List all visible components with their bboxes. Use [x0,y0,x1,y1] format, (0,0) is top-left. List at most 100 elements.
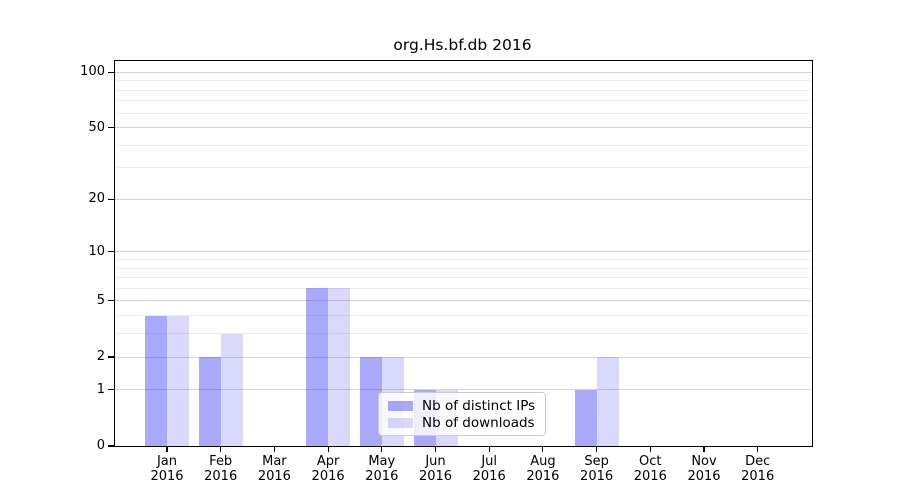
legend-item-downloads: Nb of downloads [388,414,535,431]
x-tick-label: Oct 2016 [615,454,685,484]
x-tick-label: Jul 2016 [454,454,524,484]
y-axis-tick [108,126,114,129]
minor-gridline [115,112,812,114]
bar-downloads [596,357,619,446]
x-tick-month: Aug [530,454,556,469]
x-axis-tick [220,447,222,452]
y-axis-tick [108,356,114,358]
y-axis-tick [108,251,114,253]
x-tick-year: 2016 [472,469,506,484]
minor-gridline [115,144,812,146]
minor-gridline [115,80,812,82]
x-tick-year: 2016 [580,469,614,484]
bar-distinct-ips [574,389,597,446]
x-tick-month: Jul [481,454,498,469]
x-tick-month: Feb [209,454,233,469]
x-tick-label: Aug 2016 [508,454,578,484]
minor-gridline [115,89,812,91]
minor-gridline [115,259,812,260]
bar-downloads [220,333,243,446]
x-tick-month: Jun [425,454,446,469]
x-tick-label: May 2016 [347,454,417,484]
y-tick-label: 2 [96,349,105,365]
y-axis-tick [108,300,114,302]
x-tick-label: Sep 2016 [562,454,632,484]
x-axis-tick [703,447,705,452]
x-tick-year: 2016 [418,469,453,484]
bar-distinct-ips [306,288,329,446]
major-gridline [115,71,812,73]
legend: Nb of distinct IPs Nb of downloads [378,392,547,436]
x-tick-month: Sep [584,454,609,469]
x-tick-label: Jan 2016 [132,454,202,484]
y-tick-label: 100 [80,64,105,80]
x-axis-tick [542,447,544,452]
bar-downloads [167,315,189,446]
y-tick-label: 5 [96,292,105,308]
x-axis-tick [327,447,329,452]
y-tick-label: 1 [96,381,105,397]
minor-gridline [115,287,812,289]
x-axis-tick [381,447,383,452]
x-tick-year: 2016 [257,469,291,484]
major-gridline [115,356,812,358]
x-tick-year: 2016 [150,469,184,484]
minor-gridline [115,333,812,335]
minor-gridline [115,267,812,269]
legend-swatch-distinct-ips [388,400,413,411]
x-axis-tick [166,447,168,452]
x-tick-month: Jan [156,454,178,469]
y-axis-tick [108,389,114,391]
major-gridline [115,300,812,302]
major-gridline [115,251,812,253]
x-tick-month: Apr [316,454,340,469]
legend-swatch-downloads [388,417,413,428]
x-tick-label: Apr 2016 [293,454,363,484]
x-tick-label: Feb 2016 [186,454,256,484]
x-tick-label: Nov 2016 [669,454,739,484]
minor-gridline [115,167,812,169]
bar-distinct-ips [198,357,221,446]
x-tick-label: Jun 2016 [401,454,471,484]
x-axis-tick [434,447,437,452]
x-axis-tick [488,447,490,452]
bar-distinct-ips [145,315,167,446]
x-tick-year: 2016 [741,469,775,484]
legend-label-distinct-ips: Nb of distinct IPs [422,397,536,414]
major-gridline [115,198,812,200]
minor-gridline [115,277,812,279]
x-tick-year: 2016 [526,469,560,484]
x-tick-month: Dec [745,454,771,469]
minor-gridline [115,315,812,317]
x-tick-year: 2016 [365,469,399,484]
x-axis-tick [757,447,759,452]
y-axis-tick [108,445,114,447]
plot-area: 0 1 2 5 10 20 50 100 Jan 2016 Feb 2016 Mar 2016 Apr 201… [80,60,813,484]
major-gridline [115,389,812,391]
bar-downloads [328,288,351,446]
legend-item-distinct-ips: Nb of distinct IPs [388,397,535,414]
x-tick-month: Nov [691,454,717,469]
y-tick-label: 0 [96,438,105,453]
x-tick-month: Oct [639,454,662,469]
x-tick-label: Dec 2016 [723,454,793,484]
legend-label-downloads: Nb of downloads [422,414,535,431]
x-axis-tick [596,447,598,452]
x-tick-year: 2016 [687,469,721,484]
minor-gridline [115,100,812,102]
x-axis-tick [649,447,651,452]
y-tick-label: 10 [88,243,105,259]
x-tick-year: 2016 [204,469,238,484]
major-gridline [115,127,812,129]
x-tick-year: 2016 [633,469,667,484]
y-tick-label: 20 [88,191,105,207]
x-tick-month: May [368,454,396,469]
y-axis-tick [108,198,114,200]
x-axis-tick [273,447,275,452]
bar-distinct-ips [359,357,382,446]
chart-title: org.Hs.bf.db 2016 [393,36,532,54]
x-tick-year: 2016 [311,469,345,484]
x-tick-month: Mar [262,454,287,469]
y-axis-tick [108,71,114,73]
